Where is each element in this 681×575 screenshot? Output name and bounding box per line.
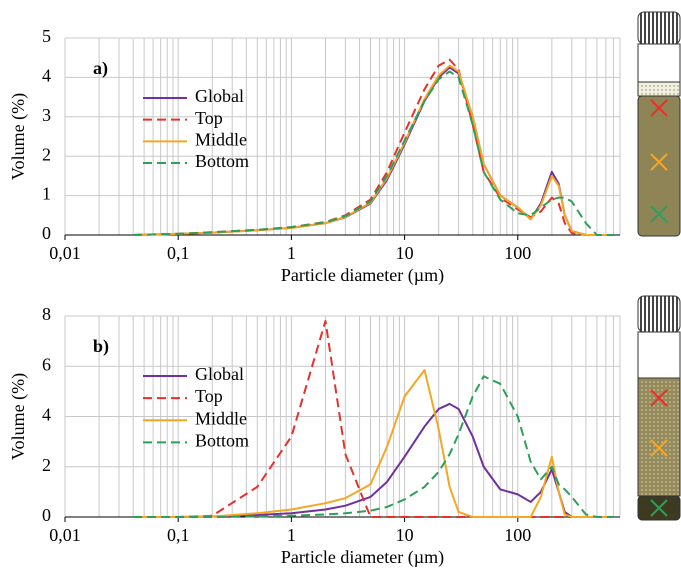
series-line [133,375,614,518]
y-axis-title: Volume (%) [8,93,29,180]
series-line [133,369,614,518]
x-tick-label: 100 [504,243,531,263]
x-tick-label: 0,1 [167,525,190,545]
legend-label: Global [195,364,244,384]
y-tick-label: 3 [42,105,51,125]
y-tick-label: 0 [42,223,51,243]
y-tick-label: 2 [42,144,51,164]
chart: 0 1 2 3 4 5 0,01 0,1 1 10 100 Particle diameter (µm… [8,26,621,286]
y-tick-label: 4 [42,405,51,425]
x-tick-label: 100 [504,525,531,545]
x-tick-label: 1 [287,525,296,545]
x-tick-label: 0,01 [49,243,81,263]
y-tick-label: 2 [42,455,51,475]
y-tick-label: 8 [42,304,51,324]
x-tick-label: 10 [396,243,414,263]
legend-label: Middle [195,129,247,149]
vial-b [637,295,681,521]
y-tick-label: 1 [42,184,51,204]
y-tick-label: 6 [42,354,51,374]
vial-a [637,11,681,237]
legend-label: Middle [195,408,247,428]
panel-label: a) [93,58,108,79]
x-tick-label: 1 [287,243,296,263]
x-axis-title: Particle diameter (µm) [281,547,444,568]
x-tick-label: 0,01 [49,525,81,545]
x-tick-label: 0,1 [167,243,190,263]
chart: 0 2 4 6 8 0,01 0,1 1 10 100 Particle diameter (µm)… [8,304,621,568]
panel-label: b) [93,336,109,357]
y-tick-label: 4 [42,66,51,86]
y-tick-label: 5 [42,26,51,46]
legend-label: Top [195,108,223,128]
y-tick-label: 0 [42,505,51,525]
series-line [133,70,614,236]
legend-label: Bottom [195,430,249,450]
x-axis-title: Particle diameter (µm) [281,265,444,286]
y-axis-title: Volume (%) [8,373,29,460]
series-line [133,320,614,518]
legend-label: Bottom [195,151,249,171]
x-tick-label: 10 [396,525,414,545]
legend-label: Global [195,86,244,106]
legend-label: Top [195,386,223,406]
